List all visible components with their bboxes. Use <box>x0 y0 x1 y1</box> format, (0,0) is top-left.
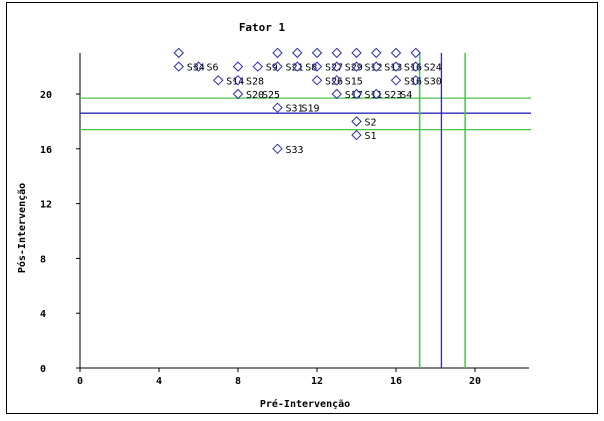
y-tick-label: 8 <box>40 254 46 265</box>
data-point <box>331 75 342 86</box>
data-point <box>371 47 382 59</box>
x-axis-label: Pré-Intervenção <box>260 398 350 410</box>
point-label: S33 <box>286 145 304 156</box>
data-point <box>272 61 283 72</box>
x-tick-label: 12 <box>311 376 323 387</box>
x-tick-label: 16 <box>390 376 402 387</box>
y-tick-label: 4 <box>40 309 46 320</box>
y-tick-label: 20 <box>40 90 52 101</box>
y-tick-label: 0 <box>40 364 46 375</box>
point-label: S20 <box>246 90 264 101</box>
data-point <box>410 75 421 86</box>
data-point <box>351 47 362 59</box>
chart-title: Fator 1 <box>239 21 286 34</box>
y-tick-label: 12 <box>40 200 52 211</box>
data-point <box>410 61 421 72</box>
data-point <box>331 88 342 100</box>
point-label: S1 <box>365 131 377 142</box>
y-tick-label: 16 <box>40 145 52 156</box>
point-label: S23 <box>384 90 402 101</box>
data-point <box>173 47 184 59</box>
x-tick-label: 0 <box>77 376 83 387</box>
data-point <box>272 143 283 155</box>
point-label: S9 <box>266 63 278 74</box>
point-label: S8 <box>305 63 317 74</box>
x-tick-label: 8 <box>235 376 241 387</box>
data-point <box>390 75 402 86</box>
point-label: S15 <box>345 76 363 87</box>
point-label: S4 <box>400 90 412 101</box>
data-point <box>331 61 342 72</box>
data-point <box>311 75 323 86</box>
data-point <box>193 61 204 72</box>
data-point <box>311 47 323 59</box>
y-axis-label: Pós-Intervenção <box>16 183 28 273</box>
data-point <box>272 47 283 59</box>
data-point <box>311 61 323 72</box>
data-point <box>351 61 362 72</box>
data-point <box>252 61 263 72</box>
data-point <box>272 102 283 113</box>
data-point <box>390 47 402 59</box>
x-tick-label: 4 <box>156 376 162 387</box>
point-label: S2 <box>365 117 377 128</box>
point-label: S19 <box>302 104 320 115</box>
point-label: S25 <box>262 90 280 101</box>
data-point <box>410 47 421 59</box>
data-point <box>232 75 244 86</box>
point-label: S24 <box>424 63 442 74</box>
data-point <box>390 61 402 72</box>
data-point <box>351 129 362 141</box>
data-point <box>351 88 362 100</box>
scatter-chart: Fator 1 Pré-Intervenção Pós-Intervenção … <box>16 21 531 410</box>
data-point <box>331 47 342 59</box>
data-point <box>232 61 244 72</box>
data-point <box>173 61 184 72</box>
point-label: S28 <box>246 76 264 87</box>
data-point <box>232 88 244 100</box>
x-tick-label: 20 <box>469 376 481 387</box>
data-point <box>371 61 382 72</box>
chart-frame: Fator 1 Pré-Intervenção Pós-Intervenção … <box>6 2 598 414</box>
point-label: S30 <box>424 76 442 87</box>
data-point <box>213 75 224 86</box>
data-point <box>292 47 303 59</box>
point-label: S6 <box>207 63 219 74</box>
data-point <box>351 116 362 127</box>
data-point <box>371 88 382 100</box>
point-label: S31 <box>286 104 304 115</box>
data-point <box>292 61 303 72</box>
